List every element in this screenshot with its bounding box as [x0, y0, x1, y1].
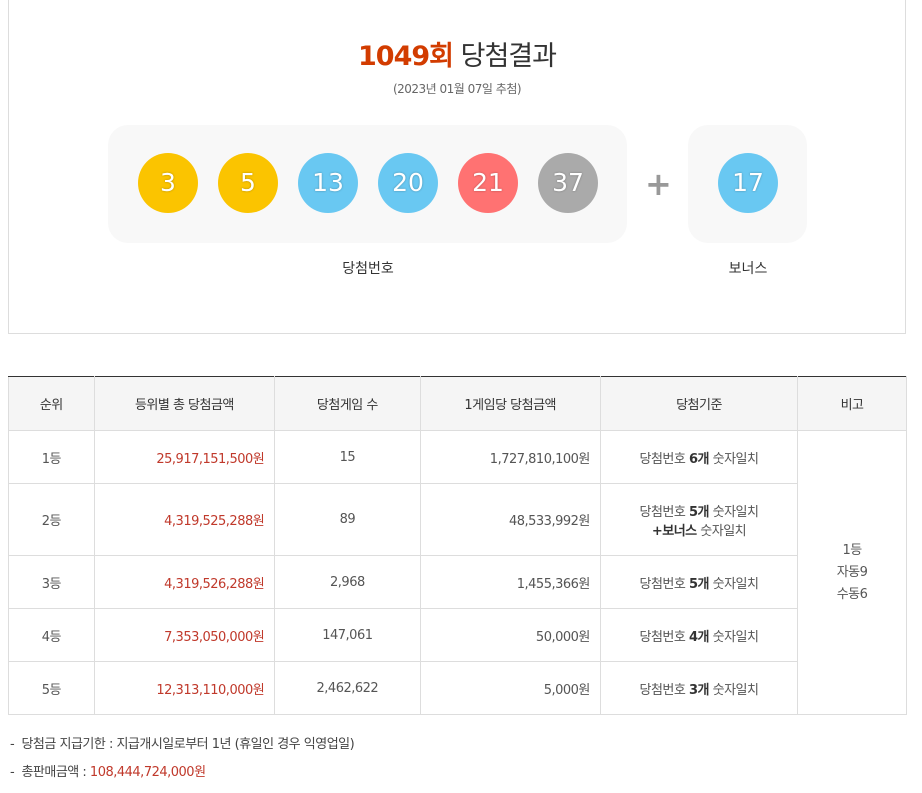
criteria-part: 숫자일치: [709, 629, 759, 645]
criteria-part: 숫자일치: [696, 523, 747, 539]
total-prize: 4,319,526,288원: [93, 555, 276, 609]
remark-line: 자동9: [836, 564, 868, 580]
row: 5등 12,313,110,000원 2,462,622 5,000원 당첨번호 3개 …: [8, 661, 907, 715]
ball: 21: [458, 153, 518, 213]
result-box: 1049회 당첨결과 (2023년 01월 07일 추첨): [8, 0, 906, 334]
prize-per-game: 50,000원: [419, 608, 601, 662]
total-prize: 12,313,110,000원: [93, 661, 276, 715]
prize-per-game: 1,727,810,100원: [419, 430, 601, 484]
criteria-part: 숫자일치: [709, 682, 759, 698]
remark-line: 수동6: [836, 586, 868, 602]
note-label: 총판매금액 :: [21, 765, 90, 780]
column-header: 당첨게임 수: [274, 376, 421, 431]
prize-table: 순위 등위별 총 당첨금액 당첨게임 수 1게임당 당첨금액 당첨기준 비고 1등 25,91…: [8, 376, 907, 715]
header-row: 순위 등위별 총 당첨금액 당첨게임 수 1게임당 당첨금액 당첨기준 비고: [8, 376, 907, 431]
column-header: 비고: [797, 376, 907, 431]
title-text: 당첨결과: [460, 41, 557, 72]
note: - 총판매금액 : 108,444,724,000원: [10, 765, 206, 780]
column-header: 1게임당 당첨금액: [419, 376, 601, 431]
row: 3등 4,319,526,288원 2,968 1,455,366원 당첨번호 5개 숫…: [8, 555, 907, 609]
criteria-part: 숫자일치: [709, 504, 759, 520]
total-prize: 25,917,151,500원: [93, 430, 276, 484]
ball: 3: [138, 153, 198, 213]
column-header: 순위: [8, 376, 95, 431]
criteria-line: 당첨번호 3개 숫자일치: [602, 679, 796, 698]
criteria-part: 숫자일치: [709, 576, 759, 592]
bonus-label: 보너스: [728, 261, 768, 277]
prize-per-game: 48,533,992원: [419, 483, 601, 556]
criteria-part: 4개: [688, 629, 710, 645]
criteria: 당첨번호 3개 숫자일치: [599, 661, 799, 715]
criteria: 당첨번호 6개 숫자일치: [599, 430, 799, 484]
criteria-part: 당첨번호: [639, 504, 689, 520]
row: 1등 25,917,151,500원 15 1,727,810,100원 당첨번호 6개…: [8, 430, 907, 715]
table-body: 1등 25,917,151,500원 15 1,727,810,100원 당첨번호 6개…: [8, 430, 907, 715]
remark-line: 1등: [842, 542, 862, 558]
winner-count: 2,462,622: [274, 661, 421, 715]
criteria-part: +보너스: [651, 523, 697, 539]
bonus-ball: 17: [718, 153, 778, 213]
column-header: 당첨기준: [599, 376, 799, 431]
criteria-line: +보너스 숫자일치: [602, 520, 796, 539]
winner-count: 89: [274, 483, 421, 556]
rank: 3등: [8, 555, 95, 609]
criteria: 당첨번호 5개 숫자일치: [599, 555, 799, 609]
criteria-part: 6개: [688, 451, 710, 467]
numbers-label: 당첨번호: [342, 261, 394, 277]
criteria-part: 3개: [688, 682, 710, 698]
note-label: 당첨금 지급기한 : 지급개시일로부터 1년 (휴일인 경우 익영업일): [21, 737, 355, 752]
draw-date: (2023년 01월 07일 추첨): [392, 82, 522, 96]
ball: 37: [538, 153, 598, 213]
criteria: 당첨번호 5개 숫자일치 +보너스 숫자일치: [599, 483, 799, 556]
total-prize: 4,319,525,288원: [93, 483, 276, 556]
criteria-line: 당첨번호 4개 숫자일치: [602, 626, 796, 645]
prize-per-game: 5,000원: [419, 661, 601, 715]
criteria-part: 당첨번호: [639, 629, 689, 645]
criteria-part: 5개: [688, 576, 710, 592]
plus: +: [645, 165, 672, 203]
row: 2등 4,319,525,288원 89 48,533,992원 당첨번호 5개 숫자일…: [8, 483, 907, 556]
prize-per-game: 1,455,366원: [419, 555, 601, 609]
criteria-part: 당첨번호: [639, 576, 689, 592]
row: 4등 7,353,050,000원 147,061 50,000원 당첨번호 4개 숫자…: [8, 608, 907, 662]
criteria-part: 5개: [688, 504, 710, 520]
column-header: 등위별 총 당첨금액: [93, 376, 276, 431]
total-prize: 7,353,050,000원: [93, 608, 276, 662]
ball: 5: [218, 153, 278, 213]
winner-count: 2,968: [274, 555, 421, 609]
criteria: 당첨번호 4개 숫자일치: [599, 608, 799, 662]
winner-count: 15: [274, 430, 421, 484]
criteria-line: 당첨번호 5개 숫자일치: [602, 501, 796, 520]
criteria-line: 당첨번호 5개 숫자일치: [602, 573, 796, 592]
note: - 당첨금 지급기한 : 지급개시일로부터 1년 (휴일인 경우 익영업일): [10, 737, 355, 752]
ball: 20: [378, 153, 438, 213]
ball: 13: [298, 153, 358, 213]
criteria-part: 당첨번호: [639, 451, 689, 467]
rank: 2등: [8, 483, 95, 556]
criteria-part: 숫자일치: [709, 451, 759, 467]
round: 1049회: [358, 41, 454, 72]
note-value: 108,444,724,000원: [89, 765, 206, 780]
rank: 4등: [8, 608, 95, 662]
rank: 1등: [8, 430, 95, 484]
criteria-line: 당첨번호 6개 숫자일치: [602, 448, 796, 467]
rank: 5등: [8, 661, 95, 715]
title: 1049회 당첨결과: [9, 34, 905, 73]
winner-count: 147,061: [274, 608, 421, 662]
criteria-part: 당첨번호: [639, 682, 689, 698]
